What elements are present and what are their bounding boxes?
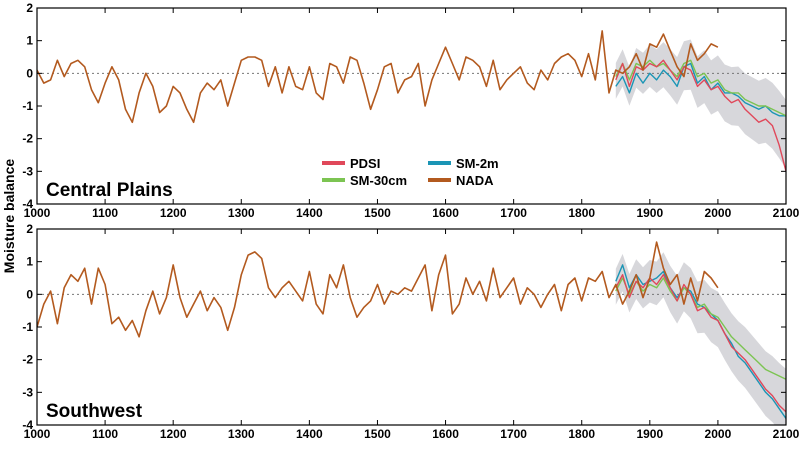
southwest-xtick-label: 1100: [92, 427, 118, 441]
legend-label-nada: NADA: [456, 173, 494, 188]
southwest-ytick-label: -4: [22, 418, 33, 432]
panel-southwest: 1000 1100 1200 1300 1400 1500 1600 1700 1800 1900…: [22, 222, 799, 441]
central-plains-xtick-label: 1200: [160, 206, 187, 220]
central-plains-ytick-label: -3: [22, 164, 33, 178]
southwest-axes-frame: [36, 228, 787, 426]
legend-label-sm-2m: SM-2m: [456, 156, 499, 171]
southwest-xtick-label: 1800: [568, 427, 595, 441]
central-plains-ytick-label: 2: [26, 1, 33, 15]
central-plains-series-sm-2m: [615, 62, 786, 117]
central-plains-ytick-label: -4: [22, 197, 33, 211]
y-axis-label: Moisture balance: [1, 159, 17, 274]
central-plains-xtick-label: 1400: [296, 206, 323, 220]
central-plains-xtick-label: 1500: [364, 206, 391, 220]
central-plains-xtick-label: 1700: [500, 206, 527, 220]
central-plains-xtick-label: 1900: [636, 206, 663, 220]
central-plains-panel-label: Central Plains: [46, 180, 173, 201]
central-plains-ytick-label: 1: [26, 34, 33, 48]
central-plains-plot-area: [37, 30, 786, 172]
southwest-ytick-label: 0: [26, 287, 33, 301]
central-plains-axes-frame: [36, 7, 787, 205]
southwest-ytick-label: -3: [22, 385, 33, 399]
central-plains-series-pdsi: [615, 59, 786, 172]
central-plains-xtick-label: 2000: [705, 206, 732, 220]
southwest-xtick-label: 2000: [705, 427, 732, 441]
southwest-xtick-label: 1700: [500, 427, 527, 441]
central-plains-spread-band: [615, 39, 786, 169]
southwest-xtick-label: 1400: [296, 427, 323, 441]
central-plains-xtick-label: 1800: [568, 206, 595, 220]
central-plains-xtick-label: 1000: [24, 206, 51, 220]
southwest-plot-area: [37, 241, 786, 425]
southwest-series-nada: [37, 241, 719, 338]
central-plains-ytick-label: -1: [22, 99, 33, 113]
southwest-ytick-label: -2: [22, 353, 33, 367]
central-plains-ytick-label: 0: [26, 66, 33, 80]
southwest-panel-label: Southwest: [46, 401, 143, 422]
central-plains-xtick-label: 1300: [228, 206, 255, 220]
southwest-ytick-label: -1: [22, 320, 33, 334]
legend-label-pdsi: PDSI: [350, 156, 380, 171]
southwest-xtick-label: 1600: [432, 427, 459, 441]
southwest-series-pdsi: [615, 274, 786, 413]
central-plains-ytick-label: -2: [22, 132, 33, 146]
panel-central-plains: 1000 1100 1200 1300 1400 1500 1600 1700 1800 1900…: [22, 1, 799, 220]
central-plains-xtick-label: 1100: [92, 206, 118, 220]
southwest-series-sm-30cm: [615, 277, 786, 380]
southwest-xtick-label: 1000: [24, 427, 51, 441]
southwest-ytick-label: 1: [26, 255, 33, 269]
legend: PDSI SM-2m SM-30cm NADA: [322, 156, 499, 188]
southwest-ytick-label: 2: [26, 222, 33, 236]
central-plains-xtick-label: 1600: [432, 206, 459, 220]
southwest-spread-band: [615, 252, 786, 425]
southwest-xtick-label: 1500: [364, 427, 391, 441]
southwest-xtick-label: 1300: [228, 427, 255, 441]
legend-label-sm-30cm: SM-30cm: [350, 173, 407, 188]
southwest-xtick-label: 1200: [160, 427, 187, 441]
southwest-xtick-label: 2100: [773, 427, 800, 441]
central-plains-xtick-label: 2100: [773, 206, 800, 220]
central-plains-series-nada: [37, 30, 719, 124]
southwest-xtick-label: 1900: [636, 427, 663, 441]
